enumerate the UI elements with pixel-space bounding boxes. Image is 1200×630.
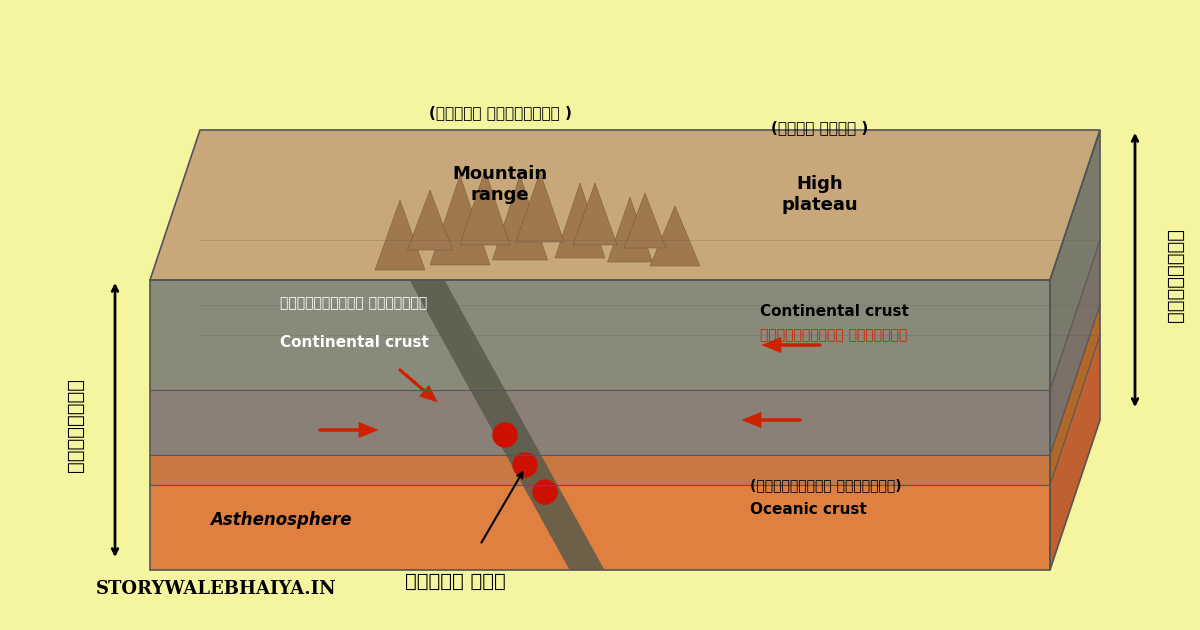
FancyArrow shape: [745, 414, 800, 426]
Polygon shape: [409, 280, 605, 570]
Polygon shape: [150, 390, 1050, 455]
Text: महाद्वीपीय भूपृष्ठ: महाद्वीपीय भूपृष्ठ: [280, 296, 427, 310]
Text: Mountain
range: Mountain range: [452, 165, 547, 203]
Polygon shape: [554, 183, 605, 258]
Polygon shape: [408, 190, 452, 250]
Polygon shape: [650, 206, 700, 266]
Polygon shape: [1050, 305, 1100, 485]
FancyArrow shape: [766, 339, 820, 351]
Circle shape: [514, 453, 538, 477]
Polygon shape: [430, 175, 490, 265]
Polygon shape: [1050, 240, 1100, 455]
Circle shape: [533, 480, 557, 504]
Text: (उच्च पठार ): (उच्च पठार ): [772, 120, 869, 135]
Polygon shape: [492, 175, 547, 260]
Text: स्थलमंडल: स्थलमंडल: [66, 378, 84, 472]
Polygon shape: [374, 200, 425, 270]
Polygon shape: [516, 172, 564, 242]
Polygon shape: [150, 130, 1100, 280]
Text: (महासागरीय भूपृष्ठ): (महासागरीय भूपृष्ठ): [750, 478, 901, 492]
Text: (पर्वत श्रृंखला ): (पर्वत श्रृंखला ): [428, 105, 571, 120]
Polygon shape: [150, 280, 1050, 390]
Text: Continental crust: Continental crust: [760, 304, 908, 319]
Text: STORYWALEBHAIYA.IN: STORYWALEBHAIYA.IN: [96, 580, 337, 598]
Text: महाद्वीपीय भूपृष्ठ: महाद्वीपीय भूपृष्ठ: [760, 328, 907, 342]
Polygon shape: [624, 193, 666, 248]
Polygon shape: [1050, 335, 1100, 570]
Text: Asthenosphere: Asthenosphere: [210, 511, 352, 529]
Polygon shape: [460, 170, 510, 245]
Text: स्थलमंडल: स्थलमंडल: [1165, 228, 1184, 322]
Polygon shape: [574, 183, 617, 245]
Polygon shape: [150, 335, 1100, 485]
Text: भूकंप मूल: भूकंप मूल: [404, 572, 505, 591]
FancyArrow shape: [400, 370, 434, 400]
Text: High
plateau: High plateau: [781, 175, 858, 214]
Text: Oceanic crust: Oceanic crust: [750, 503, 866, 517]
Text: Continental crust: Continental crust: [280, 335, 428, 350]
Polygon shape: [607, 197, 653, 262]
Polygon shape: [150, 455, 1050, 485]
Circle shape: [493, 423, 517, 447]
Polygon shape: [150, 485, 1050, 570]
FancyArrow shape: [320, 424, 374, 436]
Polygon shape: [1050, 130, 1100, 390]
